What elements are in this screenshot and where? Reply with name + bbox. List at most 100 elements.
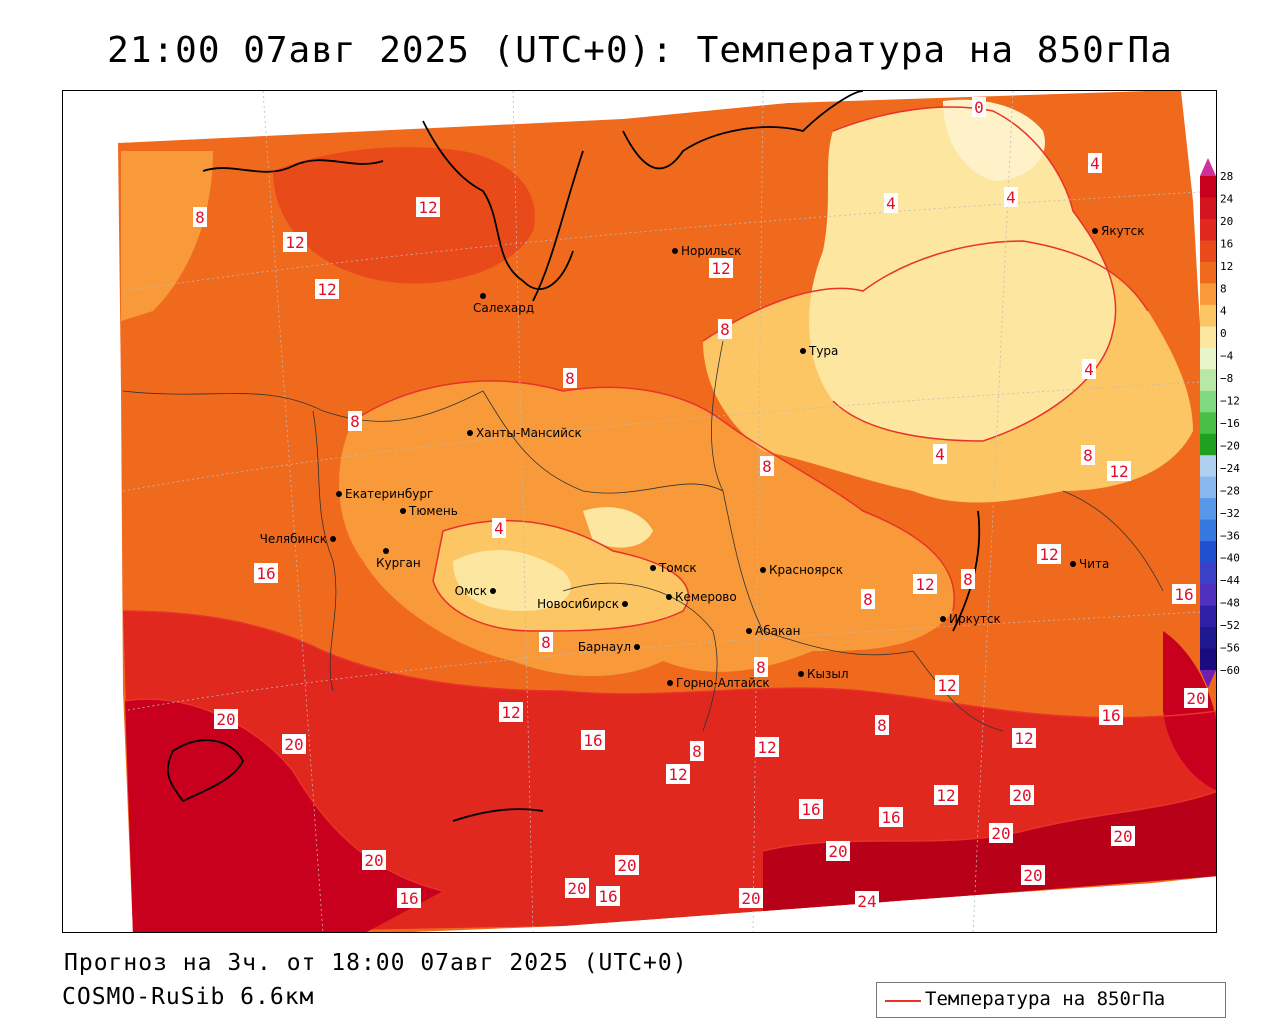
city-marker[interactable]: Чита	[1070, 557, 1109, 571]
isotherm-value: 16	[881, 808, 900, 827]
isotherm-label: 20	[362, 850, 386, 870]
colorbar-tick-label: −48	[1220, 597, 1240, 610]
coldest-pocket	[943, 99, 1045, 181]
colorbar-bottom-arrow	[1200, 670, 1216, 688]
isotherm-value: 12	[915, 575, 934, 594]
city-marker[interactable]: Тюмень	[400, 504, 458, 518]
city-dot	[490, 588, 496, 594]
colorbar-tick-label: 4	[1220, 305, 1227, 318]
isotherm-label: 4	[492, 518, 506, 538]
colorbar-tick-label: −20	[1220, 439, 1240, 452]
city-marker[interactable]: Челябинск	[260, 532, 336, 546]
isotherm-value: 12	[1039, 545, 1058, 564]
city-marker[interactable]: Ханты-Мансийск	[467, 426, 582, 440]
model-name: COSMO-RuSib 6.6км	[62, 984, 315, 1010]
colorbar-tick-label: −60	[1220, 664, 1240, 677]
colorbar-tick-label: −16	[1220, 417, 1240, 430]
colorbar-tick-label: −28	[1220, 484, 1240, 497]
colorbar-ticks: 28 24 20 16 12 8 4 0 −4 −8 −12 −16 −20 −24 −28 −32 −36 −4…	[1220, 170, 1240, 677]
city-dot	[940, 616, 946, 622]
isotherm-value: 8	[350, 412, 360, 431]
city-marker[interactable]: Иркутск	[940, 612, 1001, 626]
city-label: Тюмень	[408, 504, 458, 518]
city-marker[interactable]: Томск	[650, 561, 697, 575]
colorbar-tick-label: −8	[1220, 372, 1233, 385]
city-label: Курган	[376, 556, 421, 570]
isotherm-label: 20	[1010, 785, 1034, 805]
city-dot	[480, 293, 486, 299]
city-marker[interactable]: Салехард	[473, 293, 534, 315]
city-marker[interactable]: Кызыл	[798, 667, 849, 681]
isotherm-value: 8	[720, 320, 730, 339]
city-marker[interactable]: Норильск	[672, 244, 741, 258]
city-label: Норильск	[681, 244, 741, 258]
city-label: Ханты-Мансийск	[476, 426, 582, 440]
isotherm-value: 20	[1023, 866, 1042, 885]
isotherm-value: 16	[801, 800, 820, 819]
isotherm-value: 0	[974, 98, 984, 117]
city-marker[interactable]: Омск	[455, 584, 496, 598]
colorbar-swatch	[1200, 412, 1216, 435]
isotherm-label: 12	[1012, 728, 1036, 748]
colorbar-tick-label: −36	[1220, 529, 1240, 542]
isotherm-label: 4	[933, 444, 947, 464]
city-marker[interactable]: Абакан	[746, 624, 800, 638]
isotherm-value: 12	[936, 786, 955, 805]
city-marker[interactable]: Красноярск	[760, 563, 843, 577]
isotherm-label: 16	[1172, 584, 1196, 604]
legend-label: Температура на 850гПа	[925, 988, 1166, 1010]
colorbar-swatch	[1200, 304, 1216, 327]
city-marker[interactable]: Кемерово	[666, 590, 737, 604]
colorbar-swatch	[1200, 455, 1216, 478]
colorbar-swatch	[1200, 197, 1216, 220]
isotherm-value: 12	[317, 280, 336, 299]
colorbar-tick-label: −40	[1220, 552, 1240, 565]
colorbar-swatches	[1200, 176, 1216, 671]
colorbar-swatch	[1200, 648, 1216, 671]
colorbar-swatch	[1200, 369, 1216, 392]
isotherm-value: 24	[857, 892, 876, 911]
isotherm-value: 8	[756, 658, 766, 677]
city-marker[interactable]: Тура	[800, 344, 838, 358]
city-dot	[330, 536, 336, 542]
colorbar-swatch	[1200, 433, 1216, 456]
isotherm-label: 16	[1099, 705, 1123, 725]
isotherm-label: 8	[875, 715, 889, 735]
city-marker[interactable]: Горно-Алтайск	[667, 676, 770, 690]
isotherm-label: 4	[1088, 153, 1102, 173]
isotherm-value: 20	[1113, 827, 1132, 846]
isotherm-value: 4	[1006, 188, 1016, 207]
isotherm-label: 12	[283, 232, 307, 252]
map-panel[interactable]: Норильск Салехард Тура Якутск Ханты-Мансийск…	[62, 90, 1217, 933]
isotherm-label: 8	[760, 456, 774, 476]
colorbar-swatch	[1200, 541, 1216, 564]
city-marker[interactable]: Якутск	[1092, 224, 1145, 238]
isotherm-label: 4	[1082, 359, 1096, 379]
isotherm-value: 20	[216, 710, 235, 729]
isotherm-label: 20	[1184, 688, 1208, 708]
city-marker[interactable]: Барнаул	[578, 640, 640, 654]
isotherm-value: 8	[541, 633, 551, 652]
isotherm-label: 8	[539, 632, 553, 652]
colorbar-swatch	[1200, 519, 1216, 542]
isotherm-label: 12	[935, 675, 959, 695]
colorbar-tick-label: 0	[1220, 327, 1227, 340]
city-marker[interactable]: Екатеринбург	[336, 487, 433, 501]
isotherm-value: 20	[284, 735, 303, 754]
city-dot	[1092, 228, 1098, 234]
isotherm-value: 20	[567, 879, 586, 898]
isotherm-value: 12	[1109, 462, 1128, 481]
city-marker[interactable]: Курган	[376, 548, 421, 570]
colorbar-tick-label: −52	[1220, 619, 1240, 632]
city-dot	[467, 430, 473, 436]
isotherm-label: 16	[799, 799, 823, 819]
isotherm-value: 8	[762, 457, 772, 476]
map-legend: Температура на 850гПа	[876, 982, 1226, 1018]
colorbar-swatch	[1200, 261, 1216, 284]
city-marker[interactable]: Новосибирск	[537, 597, 628, 611]
isotherm-value: 20	[991, 824, 1010, 843]
isotherm-label: 16	[397, 888, 421, 908]
colorbar-swatch	[1200, 326, 1216, 349]
isotherm-value: 12	[668, 765, 687, 784]
isotherm-value: 8	[1083, 446, 1093, 465]
